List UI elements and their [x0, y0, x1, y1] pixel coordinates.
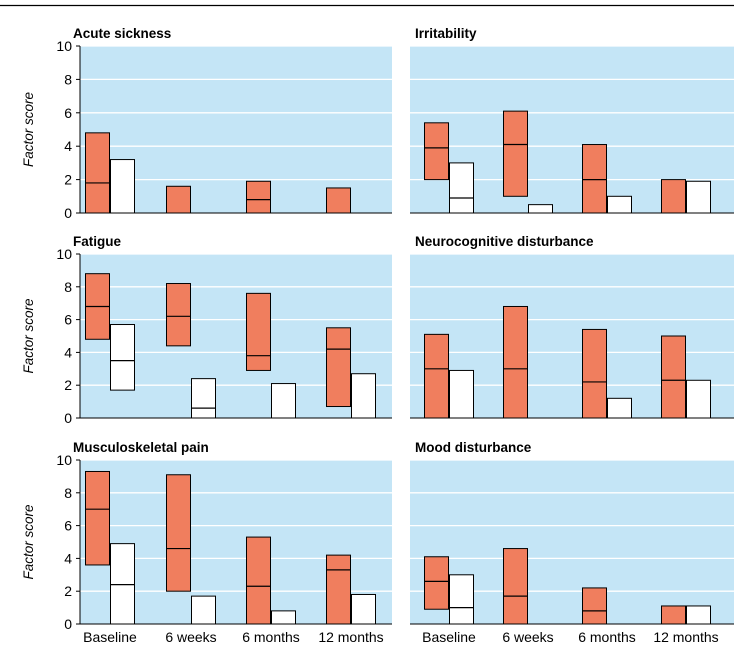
panel-4-box [424, 333, 449, 419]
panel-4-box [686, 379, 711, 419]
panel-3-box [246, 292, 271, 371]
panel-5-box [351, 593, 376, 625]
panel-2-box [528, 204, 553, 214]
panel-4-title: Neurocognitive disturbance [415, 234, 594, 249]
panel-3-y-tick-label: 0 [64, 410, 72, 426]
panel-1-y-axis-label: Factor score [21, 92, 36, 167]
panel-2-box [449, 162, 474, 214]
panel-5-y-axis-label: Factor score [21, 504, 36, 579]
panel-3-title: Fatigue [73, 234, 121, 249]
panel-3-box [326, 327, 351, 408]
panel-3-box [191, 378, 216, 419]
panel-6-x-tick-label: 12 months [653, 629, 718, 645]
panel-2-title: Irritability [415, 26, 477, 41]
panel-1-box [246, 180, 271, 214]
panel-5-y-tick-label: 4 [64, 550, 72, 566]
panel-5-x-tick-label: Baseline [83, 629, 137, 645]
panel-6-box [582, 587, 607, 625]
panel-2-box [686, 180, 711, 214]
panel-5-box [85, 470, 110, 566]
panel-5-y-tick-label: 6 [64, 518, 72, 534]
panel-5-y-tick-label: 8 [64, 485, 72, 501]
panel-2-box [607, 195, 632, 214]
panel-3-y-tick-label: 2 [64, 377, 72, 393]
panel-6-x-tick-label: Baseline [422, 629, 476, 645]
panel-2-box [424, 122, 449, 181]
panel-4-box [503, 305, 528, 419]
panel-5-x-tick-label: 6 months [242, 629, 300, 645]
panel-1-y-tick-label: 8 [64, 71, 72, 87]
panel-6-box [503, 548, 528, 625]
panel-3-box [110, 324, 135, 391]
panel-1-title: Acute sickness [73, 26, 171, 41]
panel-1-y-tick-label: 4 [64, 138, 72, 154]
panel-6-x-tick-label: 6 months [578, 629, 636, 645]
panel-5-title: Musculoskeletal pain [73, 440, 209, 455]
panel-2-box [661, 179, 686, 214]
panel-1-y-tick-label: 0 [64, 205, 72, 221]
panel-1-box [166, 185, 191, 214]
panel-1-y-tick-label: 2 [64, 172, 72, 188]
panel-5-box [166, 474, 191, 592]
panel-3-box [166, 283, 191, 347]
panel-5-box [110, 543, 135, 625]
panel-5-box [271, 610, 296, 625]
panel-1-box [326, 187, 351, 214]
panel-6-x-tick-label: 6 weeks [502, 629, 553, 645]
panel-1-y-tick-label: 10 [56, 38, 72, 54]
panel-6-title: Mood disturbance [415, 440, 532, 455]
panel-3-y-tick-label: 4 [64, 344, 72, 360]
panel-3-y-tick-label: 6 [64, 312, 72, 328]
panel-2-box [503, 110, 528, 197]
panel-4-box [661, 335, 686, 419]
panel-5-box [246, 536, 271, 625]
panel-4-box [607, 397, 632, 419]
panel-1-y-tick-label: 6 [64, 105, 72, 121]
panel-5-y-tick-label: 2 [64, 583, 72, 599]
panel-6-box [424, 556, 449, 610]
panel-5-x-tick-label: 6 weeks [165, 629, 216, 645]
panel-1-box [85, 132, 110, 214]
panel-4-box [582, 328, 607, 419]
panel-6-box [686, 605, 711, 625]
panel-5-y-tick-label: 0 [64, 616, 72, 632]
panel-5-y-tick-label: 10 [56, 452, 72, 468]
panel-3-y-axis-label: Factor score [21, 298, 36, 373]
panel-3-y-tick-label: 10 [56, 246, 72, 262]
panel-2-box [582, 144, 607, 214]
panel-3-box [271, 383, 296, 419]
panel-5-box [191, 595, 216, 625]
panel-5-x-tick-label: 12 months [318, 629, 383, 645]
panel-5-box [326, 554, 351, 625]
panel-6-box [661, 605, 686, 625]
panel-4-box [449, 369, 474, 419]
panel-3-box [351, 373, 376, 419]
panel-3-y-tick-label: 8 [64, 279, 72, 295]
panel-6-box [449, 574, 474, 625]
panel-1-box [110, 159, 135, 214]
